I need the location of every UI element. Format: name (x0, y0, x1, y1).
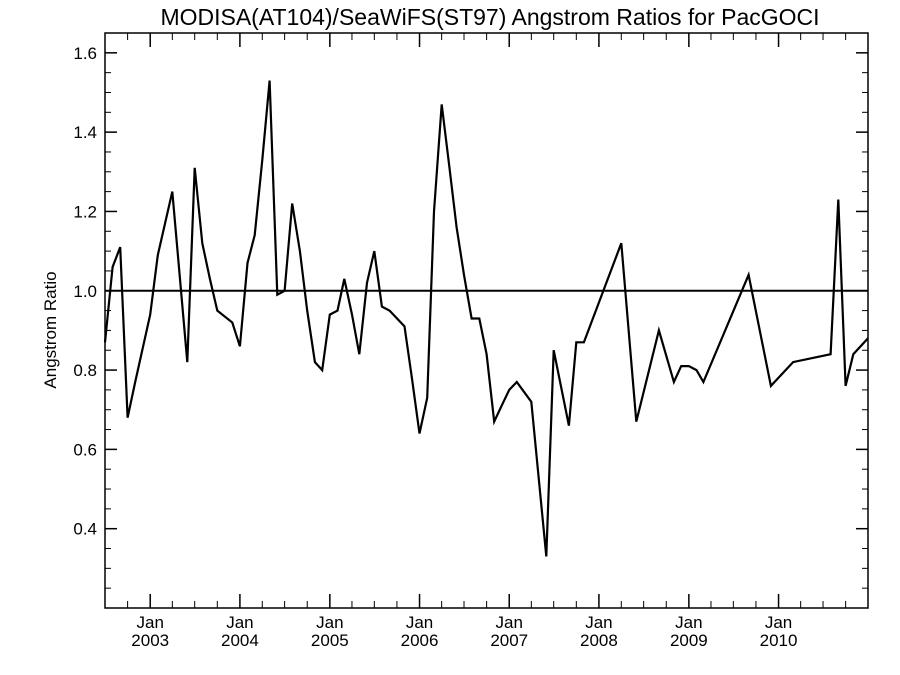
x-tick-year-label: 2005 (311, 631, 349, 650)
x-tick-month-label: Jan (675, 613, 702, 632)
x-tick-year-label: 2009 (670, 631, 708, 650)
x-tick-month-label: Jan (316, 613, 343, 632)
x-ticks: Jan2003Jan2004Jan2005Jan2006Jan2007Jan20… (131, 33, 797, 650)
x-tick-month-label: Jan (406, 613, 433, 632)
x-tick-month-label: Jan (137, 613, 164, 632)
plot-frame (104, 32, 869, 609)
chart-title: MODISA(AT104)/SeaWiFS(ST97) Angstrom Rat… (160, 4, 819, 30)
y-tick-label: 1.0 (73, 282, 97, 301)
x-tick-year-label: 2006 (401, 631, 439, 650)
x-tick-month-label: Jan (585, 613, 612, 632)
x-tick-year-label: 2004 (221, 631, 259, 650)
x-tick-month-label: Jan (496, 613, 523, 632)
x-tick-year-label: 2010 (760, 631, 798, 650)
minor-ticks (105, 33, 868, 608)
x-tick-year-label: 2007 (490, 631, 528, 650)
y-tick-label: 1.2 (73, 202, 97, 221)
y-tick-label: 1.6 (73, 44, 97, 63)
x-tick-year-label: 2003 (131, 631, 169, 650)
x-tick-year-label: 2008 (580, 631, 618, 650)
y-tick-label: 1.4 (73, 123, 97, 142)
series-line (103, 80, 869, 557)
x-tick-month-label: Jan (226, 613, 253, 632)
y-tick-label: 0.8 (73, 361, 97, 380)
x-tick-month-label: Jan (765, 613, 792, 632)
y-axis-label: Angstrom Ratio (41, 271, 60, 388)
y-tick-label: 0.6 (73, 440, 97, 459)
y-tick-label: 0.4 (73, 520, 97, 539)
